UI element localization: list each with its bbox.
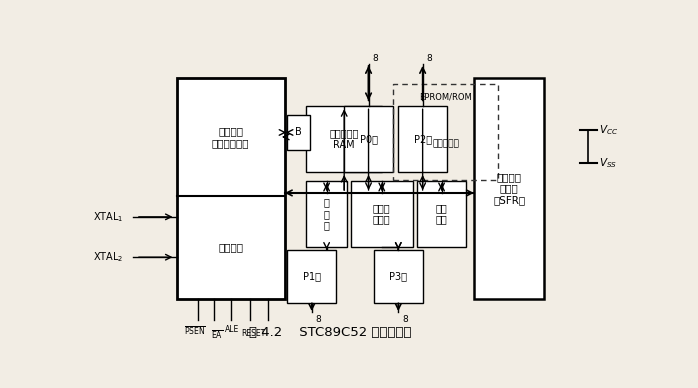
FancyBboxPatch shape <box>288 115 310 150</box>
FancyBboxPatch shape <box>344 106 393 172</box>
Text: RESET: RESET <box>242 329 266 338</box>
Text: P0口: P0口 <box>359 134 378 144</box>
Text: 8: 8 <box>426 54 432 63</box>
FancyBboxPatch shape <box>306 181 347 247</box>
Text: P3口: P3口 <box>389 272 408 282</box>
Text: P1口: P1口 <box>303 272 321 282</box>
Text: XTAL$_1$: XTAL$_1$ <box>93 210 123 224</box>
FancyBboxPatch shape <box>87 51 582 320</box>
FancyBboxPatch shape <box>177 78 285 299</box>
Text: 中断
系统: 中断 系统 <box>436 203 447 225</box>
Text: XTAL$_2$: XTAL$_2$ <box>93 250 123 264</box>
Text: $V_{SS}$: $V_{SS}$ <box>599 156 617 170</box>
Text: 微处理器
（运算部件）: 微处理器 （运算部件） <box>212 126 249 148</box>
Text: 数据存储器
RAM: 数据存储器 RAM <box>329 128 359 150</box>
Text: 程序存储器: 程序存储器 <box>432 139 459 148</box>
Text: ALE: ALE <box>225 325 239 334</box>
Text: 串
行
口: 串 行 口 <box>324 197 329 230</box>
FancyBboxPatch shape <box>474 78 544 299</box>
Text: 图 4.2    STC89C52 内部结构图: 图 4.2 STC89C52 内部结构图 <box>249 326 412 339</box>
FancyBboxPatch shape <box>350 181 413 247</box>
Text: 8: 8 <box>402 315 408 324</box>
Text: EPROM/ROM: EPROM/ROM <box>419 93 472 102</box>
Text: $V_{CC}$: $V_{CC}$ <box>599 123 618 137</box>
FancyBboxPatch shape <box>374 250 423 303</box>
Text: 8: 8 <box>315 315 321 324</box>
FancyBboxPatch shape <box>288 250 336 303</box>
FancyBboxPatch shape <box>417 181 466 247</box>
Text: 特殊功能
寄存器
（SFR）: 特殊功能 寄存器 （SFR） <box>493 172 526 205</box>
Text: $\overline{\rm EA}$: $\overline{\rm EA}$ <box>211 329 223 341</box>
Text: B: B <box>295 127 302 137</box>
Text: P2口: P2口 <box>414 134 431 144</box>
Text: 8: 8 <box>372 54 378 63</box>
FancyBboxPatch shape <box>306 106 382 172</box>
FancyBboxPatch shape <box>399 106 447 172</box>
Text: 控制部件: 控制部件 <box>218 242 243 253</box>
Text: 定时／
计数器: 定时／ 计数器 <box>373 203 391 225</box>
Text: $\overline{\rm PSEN}$: $\overline{\rm PSEN}$ <box>184 325 207 338</box>
